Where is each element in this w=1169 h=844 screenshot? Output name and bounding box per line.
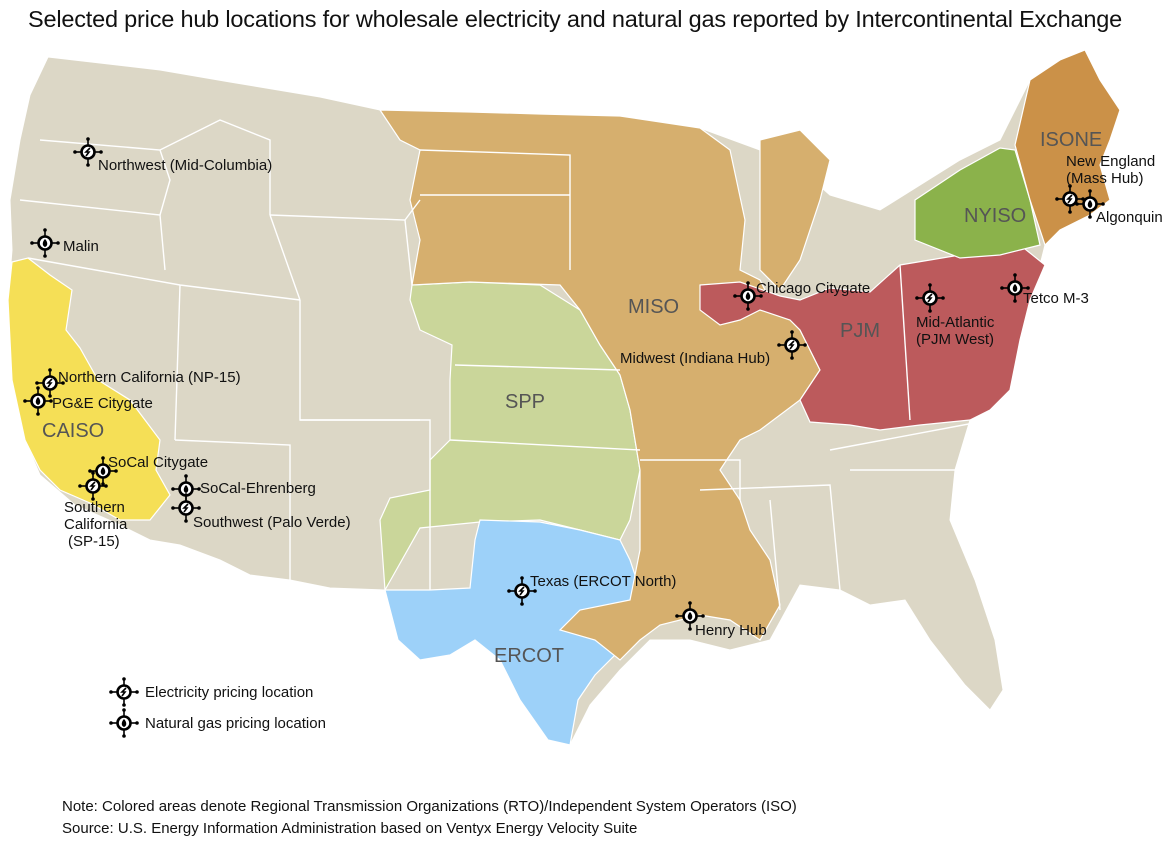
electricity-pricing-icon xyxy=(777,330,807,360)
electricity-pricing-icon xyxy=(109,677,139,707)
hub-label: PG&E Citygate xyxy=(52,395,153,412)
gas-pricing-icon xyxy=(30,228,60,258)
hub-label: Northern California (NP-15) xyxy=(58,369,241,386)
gas-pricing-icon xyxy=(1000,273,1030,303)
electricity-pricing-icon xyxy=(35,368,65,398)
hub-label: New England xyxy=(1066,153,1155,170)
region-nyiso xyxy=(914,147,1041,259)
hub-label: Southern xyxy=(64,499,125,516)
hub-label: Henry Hub xyxy=(695,622,767,639)
hub-label: SoCal Citygate xyxy=(108,454,208,471)
legend-gas-label: Natural gas pricing location xyxy=(145,715,326,732)
hub-label: Chicago Citygate xyxy=(756,280,870,297)
hub-label: Tetco M-3 xyxy=(1023,290,1089,307)
region-label-caiso: CAISO xyxy=(42,420,104,442)
map-title: Selected price hub locations for wholesa… xyxy=(28,6,1123,32)
hub-label: Mid-Atlantic xyxy=(916,314,995,331)
us-price-hub-map: CAISO MISO SPP ERCOT PJM NYISO ISONE Northwest… xyxy=(7,49,1163,746)
region-label-miso: MISO xyxy=(628,296,679,318)
electricity-pricing-icon xyxy=(171,493,201,523)
region-ercot xyxy=(384,519,651,746)
hub-label: SoCal-Ehrenberg xyxy=(200,480,316,497)
hub-label: Malin xyxy=(63,238,99,255)
hub-label: Texas (ERCOT North) xyxy=(530,573,676,590)
hub-label: (PJM West) xyxy=(916,331,994,348)
gas-pricing-icon xyxy=(171,474,201,504)
hub-label: Midwest (Indiana Hub) xyxy=(620,350,770,367)
hub-label: Algonquin xyxy=(1096,209,1163,226)
electricity-pricing-icon xyxy=(507,576,537,606)
region-miso xyxy=(378,109,831,661)
note-text: Note: Colored areas denote Regional Tran… xyxy=(62,798,797,815)
electricity-pricing-icon xyxy=(915,283,945,313)
region-label-isone: ISONE xyxy=(1040,129,1102,151)
hub-label: (SP-15) xyxy=(68,533,120,550)
hub-label: Northwest (Mid-Columbia) xyxy=(98,157,272,174)
electricity-pricing-icon xyxy=(1055,184,1085,214)
legend-electricity-label: Electricity pricing location xyxy=(145,684,313,701)
source-text: Source: U.S. Energy Information Administ… xyxy=(62,820,638,837)
region-caiso xyxy=(7,257,171,521)
gas-pricing-icon xyxy=(733,281,763,311)
gas-pricing-icon xyxy=(109,708,139,738)
region-isone xyxy=(1014,49,1121,247)
notes: Note: Colored areas denote Regional Tran… xyxy=(62,796,797,840)
region-label-ercot: ERCOT xyxy=(494,645,564,667)
electricity-pricing-icon xyxy=(73,137,103,167)
region-label-pjm: PJM xyxy=(840,320,880,342)
region-label-nyiso: NYISO xyxy=(964,205,1026,227)
state-borders xyxy=(19,119,991,611)
hub-label: (Mass Hub) xyxy=(1066,170,1144,187)
electricity-pricing-icon xyxy=(78,471,108,501)
region-pjm xyxy=(699,244,1046,431)
hub-label: Southwest (Palo Verde) xyxy=(193,514,351,531)
region-label-spp: SPP xyxy=(505,391,545,413)
gas-pricing-icon xyxy=(23,386,53,416)
gas-pricing-icon xyxy=(1075,189,1105,219)
hub-label: California xyxy=(64,516,128,533)
gas-pricing-icon xyxy=(88,456,118,486)
legend: Electricity pricing location Natural gas … xyxy=(109,677,326,738)
gas-pricing-icon xyxy=(675,601,705,631)
